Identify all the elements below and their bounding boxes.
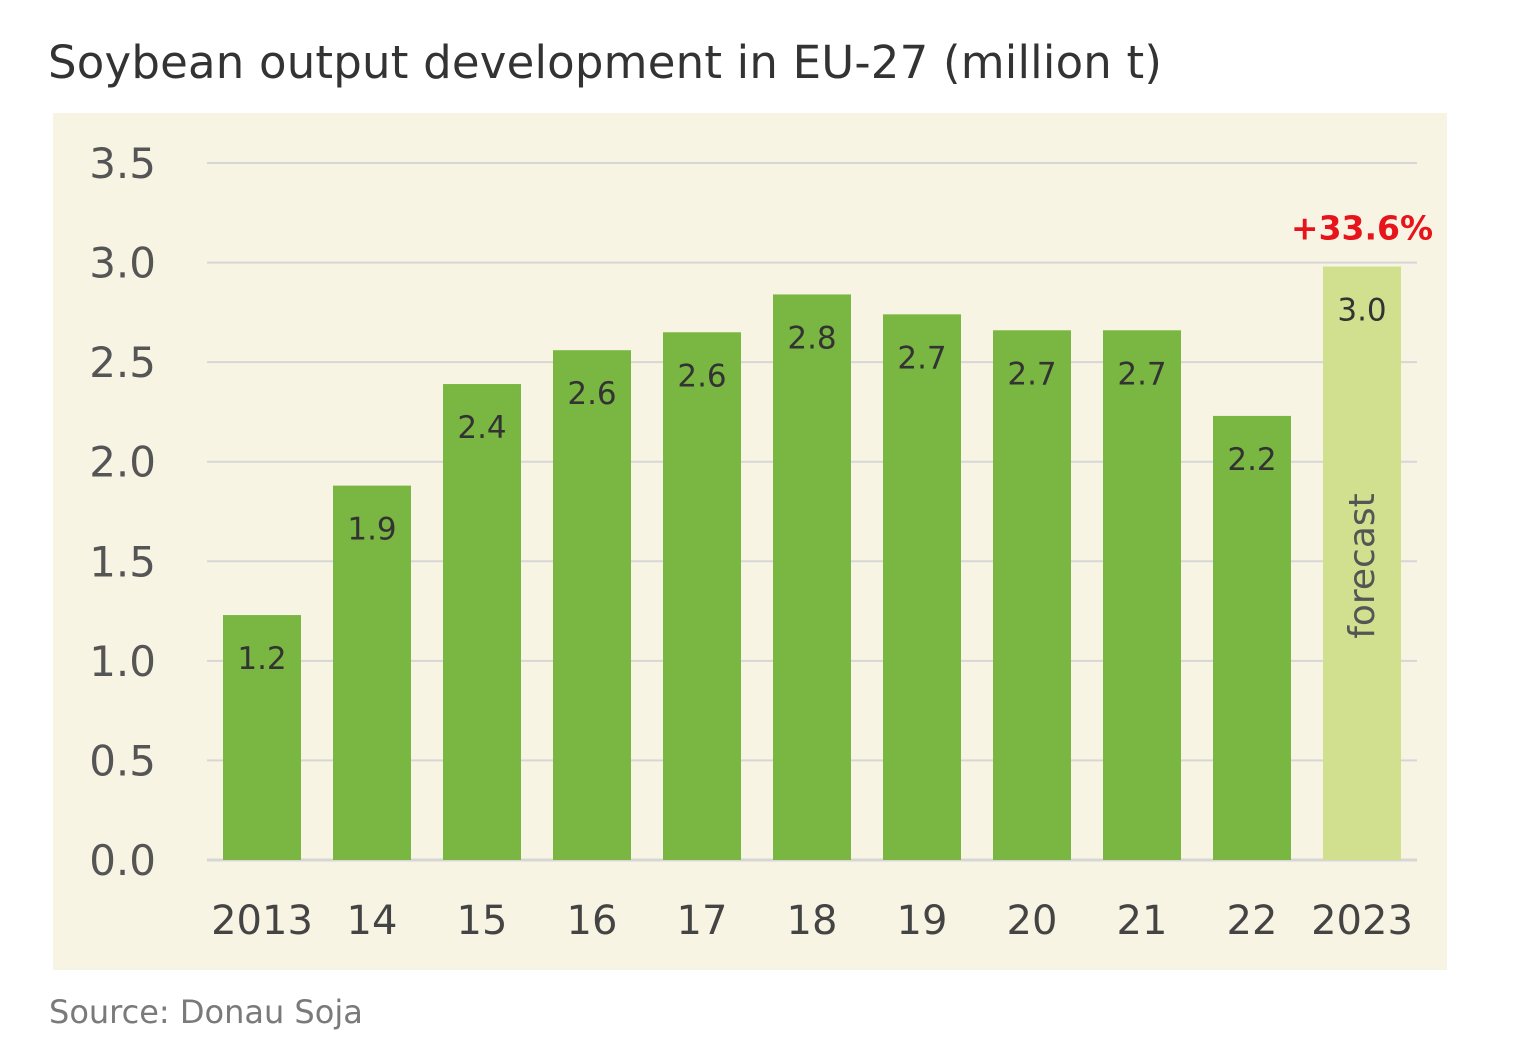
y-tick-label: 0.0 — [89, 836, 156, 885]
change-annotation: +33.6% — [1291, 209, 1433, 248]
y-tick-label: 3.0 — [89, 239, 156, 288]
source-note: Source: Donau Soja — [49, 993, 363, 1031]
value-label: 2.7 — [1117, 356, 1166, 392]
bar — [883, 314, 961, 860]
bars — [223, 266, 1401, 860]
bar — [333, 485, 411, 860]
x-tick-label: 16 — [567, 898, 618, 944]
value-label: 1.9 — [347, 512, 396, 548]
bar — [1213, 415, 1291, 860]
x-tick-label: 20 — [1007, 898, 1058, 944]
annotations: +33.6% forecast — [1291, 209, 1433, 639]
x-axis-ticks: 2013 14 15 16 17 18 19 20 21 22 2023 — [211, 898, 1413, 944]
bar — [993, 330, 1071, 860]
value-label: 2.6 — [677, 358, 726, 394]
forecast-label: forecast — [1342, 493, 1383, 639]
bar — [663, 332, 741, 860]
bar — [1103, 330, 1181, 860]
value-label: 2.6 — [567, 376, 616, 412]
value-label: 2.8 — [787, 320, 836, 356]
value-label: 2.7 — [1007, 356, 1056, 392]
bar — [773, 294, 851, 860]
forecast-bar — [1323, 266, 1401, 860]
y-axis-ticks: 0.0 0.5 1.0 1.5 2.0 2.5 3.0 3.5 — [89, 139, 156, 885]
x-tick-label: 21 — [1117, 898, 1168, 944]
bar — [223, 615, 301, 860]
y-tick-label: 1.0 — [89, 637, 156, 686]
value-label: 2.7 — [897, 340, 946, 376]
bar — [553, 350, 631, 860]
y-tick-label: 1.5 — [89, 537, 156, 586]
x-tick-label: 18 — [787, 898, 838, 944]
x-tick-label: 15 — [457, 898, 508, 944]
x-tick-label: 19 — [897, 898, 948, 944]
x-tick-label: 2013 — [211, 898, 313, 944]
x-tick-label: 14 — [347, 898, 398, 944]
value-labels: 1.2 1.9 2.4 2.6 2.6 2.8 2.7 2.7 2.7 2.2 3.0 — [237, 293, 1386, 677]
value-label: 3.0 — [1337, 293, 1386, 329]
bar — [443, 384, 521, 860]
x-tick-label: 2023 — [1311, 898, 1413, 944]
y-tick-label: 2.5 — [89, 338, 156, 387]
value-label: 1.2 — [237, 641, 286, 677]
x-tick-label: 22 — [1227, 898, 1278, 944]
y-tick-label: 3.5 — [89, 139, 156, 188]
y-tick-label: 2.0 — [89, 438, 156, 487]
value-label: 2.4 — [457, 410, 506, 446]
y-tick-label: 0.5 — [89, 736, 156, 785]
chart-title: Soybean output development in EU-27 (mil… — [48, 36, 1163, 89]
value-label: 2.2 — [1227, 442, 1276, 478]
x-tick-label: 17 — [677, 898, 728, 944]
